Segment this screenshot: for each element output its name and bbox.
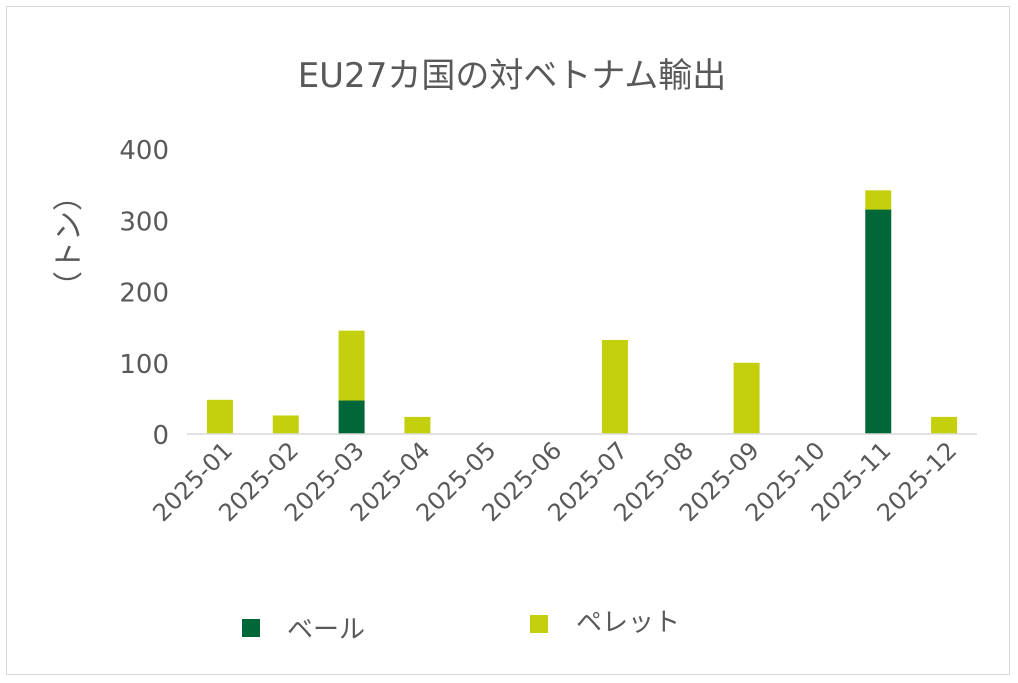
legend: ベール ペレット <box>242 608 680 645</box>
legend-swatch-bale <box>242 619 260 637</box>
bar-pellet <box>206 399 233 434</box>
y-axis: 0 100 200 300 400 <box>119 136 169 451</box>
stacked-bar-chart: EU27カ国の対ベトナム輸出 （トン） 0 100 200 300 400 2025-0… <box>52 56 977 645</box>
bar-pellet <box>272 415 299 434</box>
bar-pellet <box>865 190 892 210</box>
bar-pellet <box>338 330 365 401</box>
bar-layer <box>206 190 958 434</box>
chart-title: EU27カ国の対ベトナム輸出 <box>298 56 727 96</box>
bar-bale <box>338 400 365 434</box>
chart-frame: EU27カ国の対ベトナム輸出 （トン） 0 100 200 300 400 2025-0… <box>6 6 1010 675</box>
bar-pellet <box>601 339 628 434</box>
bar-pellet <box>931 416 958 434</box>
bar-bale <box>865 209 892 434</box>
y-tick-label: 200 <box>119 279 169 309</box>
y-tick-label: 0 <box>152 421 169 451</box>
legend-label-pellet: ペレット <box>576 608 680 638</box>
y-tick-label: 400 <box>119 136 169 166</box>
bar-pellet <box>733 362 760 434</box>
y-tick-label: 100 <box>119 350 169 380</box>
y-tick-label: 300 <box>119 207 169 237</box>
bar-pellet <box>404 416 431 434</box>
legend-label-bale: ベール <box>287 615 365 645</box>
y-axis-label: （トン） <box>52 181 87 301</box>
x-axis: 2025-012025-022025-032025-042025-052025-… <box>147 436 962 527</box>
legend-swatch-pellet <box>530 615 548 633</box>
